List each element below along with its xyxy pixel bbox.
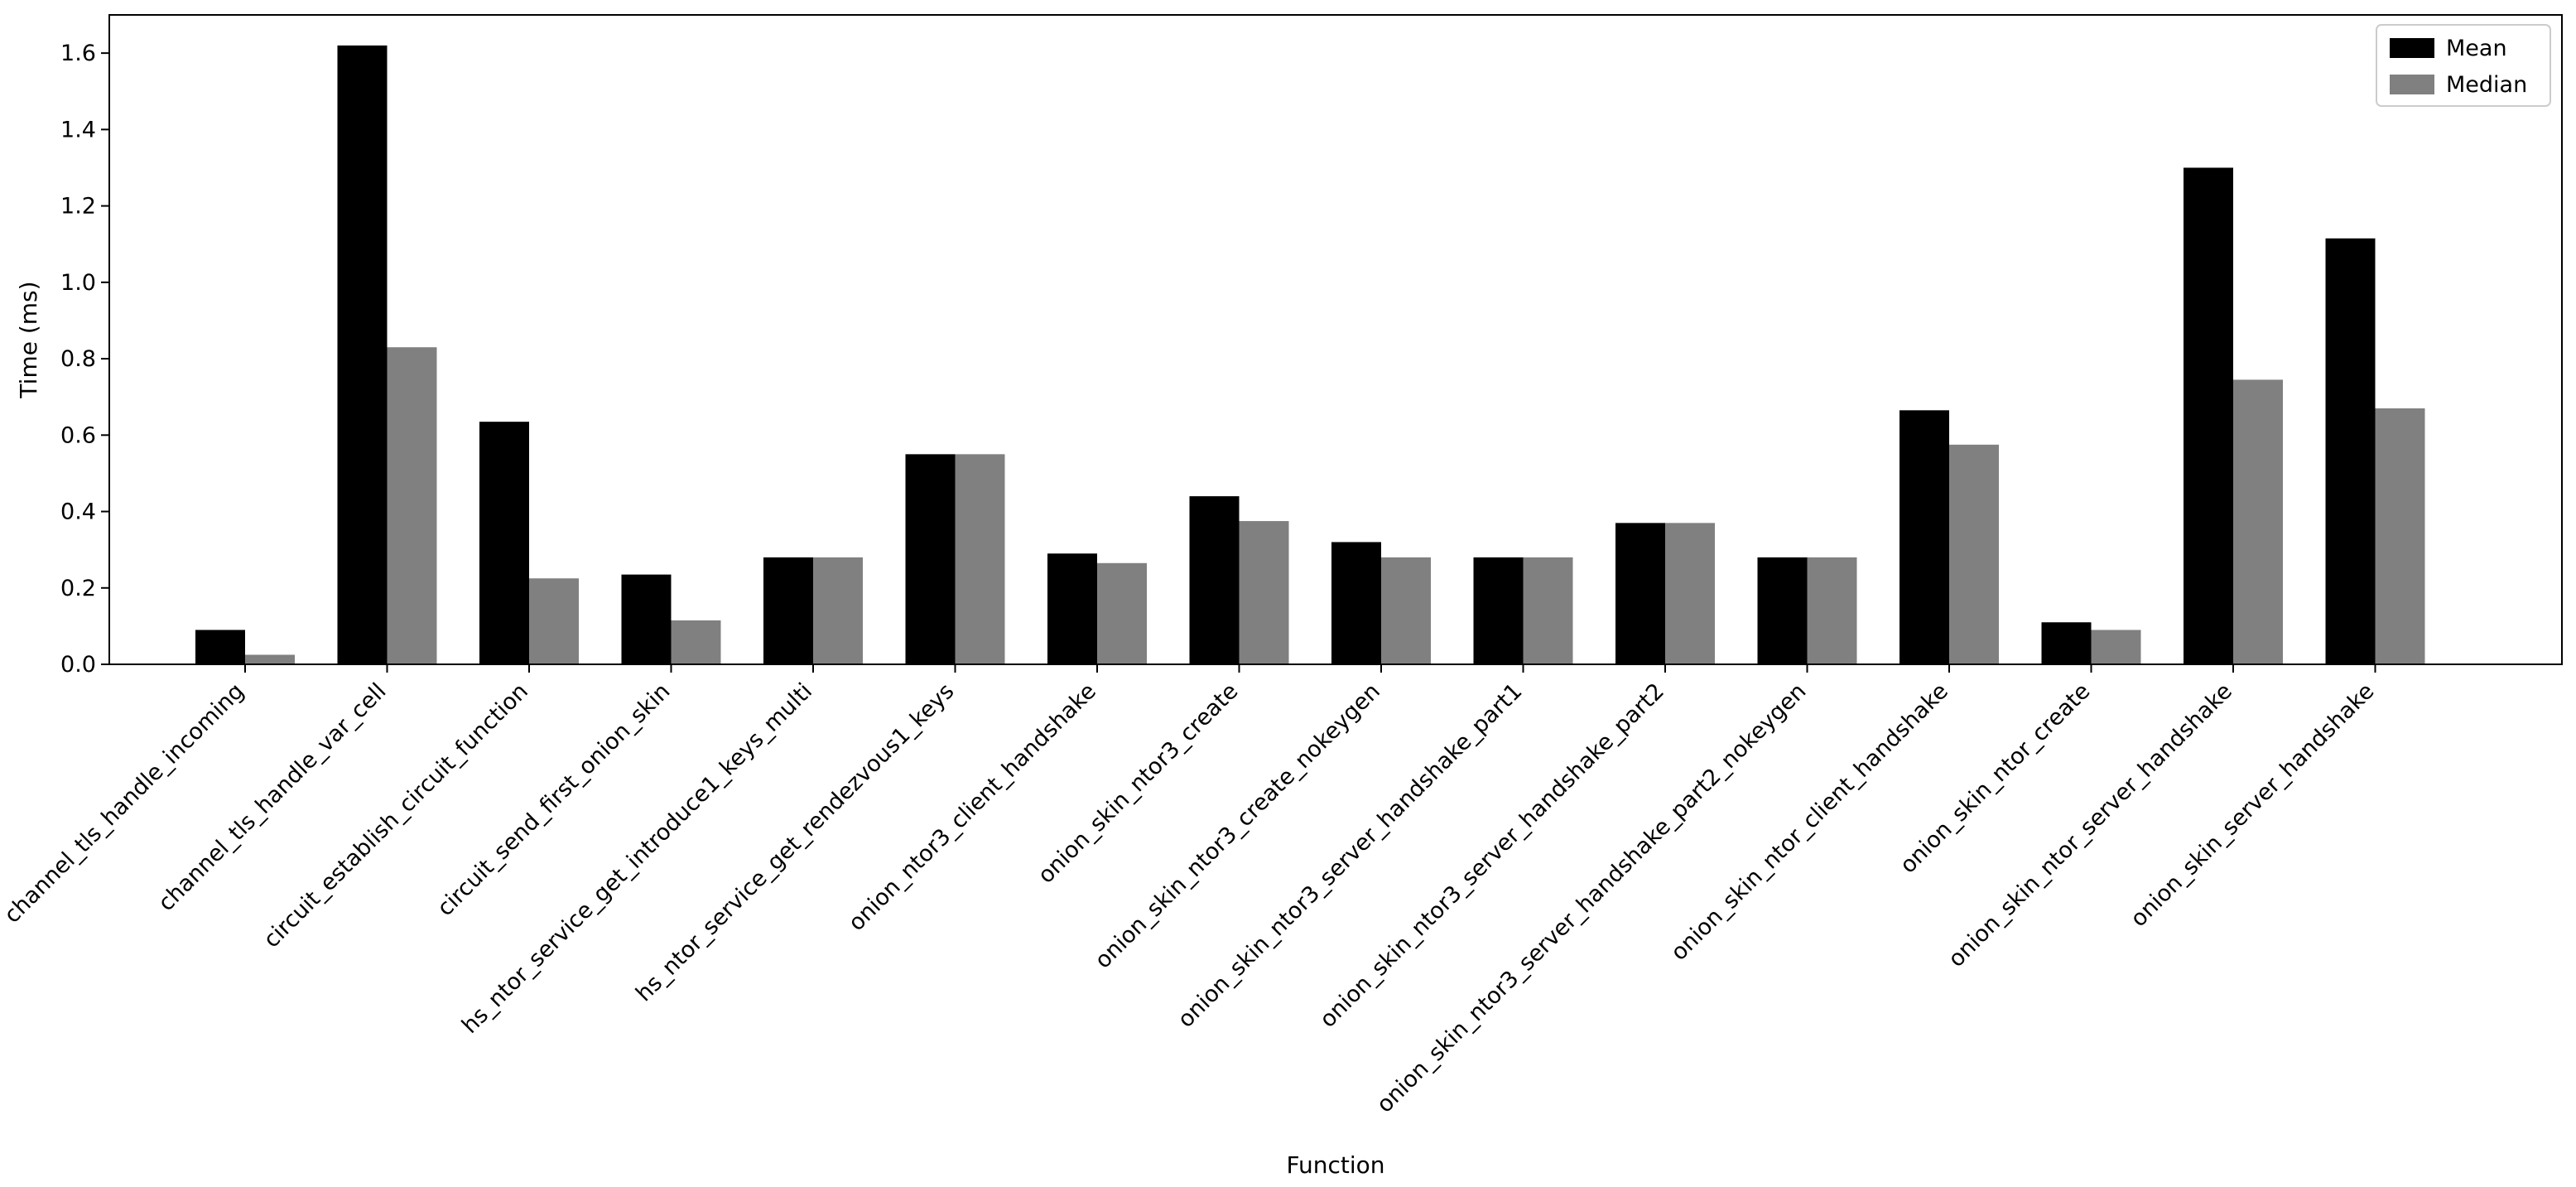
bar-mean-12	[1899, 410, 1949, 664]
bar-mean-7	[1189, 496, 1240, 664]
bar-mean-11	[1757, 557, 1808, 664]
y-axis-title: Time (ms)	[15, 281, 42, 398]
y-tick-label: 0.0	[60, 652, 96, 678]
bar-median-10	[1665, 523, 1715, 664]
bar-median-11	[1807, 557, 1857, 664]
bars-group	[195, 45, 2425, 665]
bar-mean-13	[2041, 622, 2092, 664]
bar-median-15	[2375, 408, 2425, 664]
bar-mean-8	[1331, 542, 1381, 664]
bar-mean-10	[1615, 523, 1665, 664]
y-tick-label: 0.8	[60, 346, 96, 372]
bar-mean-1	[337, 45, 388, 665]
bar-median-13	[2091, 630, 2141, 664]
legend: Mean Median	[2376, 24, 2551, 107]
y-tick-label: 1.6	[60, 41, 96, 66]
legend-label-mean: Mean	[2446, 36, 2507, 61]
bar-median-6	[1097, 562, 1147, 664]
y-axis: 0.0 0.2 0.4 0.6 0.8 1.0 1.2 1.4 1.6	[60, 41, 109, 678]
bar-median-7	[1239, 521, 1289, 664]
bar-median-5	[955, 454, 1005, 664]
bar-mean-4	[763, 557, 813, 664]
plot-frame	[108, 14, 2563, 665]
y-tick-label: 0.4	[60, 499, 96, 525]
y-tick-label: 1.2	[60, 194, 96, 220]
bar-mean-9	[1473, 557, 1524, 664]
legend-label-median: Median	[2446, 72, 2527, 98]
y-tick-label: 1.0	[60, 270, 96, 296]
bar-median-8	[1381, 557, 1431, 664]
legend-swatch-mean	[2390, 38, 2434, 58]
bar-mean-15	[2325, 238, 2376, 665]
y-tick-label: 0.6	[60, 422, 96, 448]
bar-mean-2	[479, 422, 529, 664]
bar-median-9	[1523, 557, 1573, 664]
bar-median-12	[1949, 444, 1999, 664]
bar-mean-5	[905, 454, 956, 664]
bar-mean-14	[2184, 167, 2233, 664]
bar-median-2	[529, 578, 579, 664]
bar-median-1	[387, 347, 437, 664]
x-axis-title: Function	[1286, 1151, 1384, 1179]
bar-mean-6	[1047, 553, 1097, 664]
legend-swatch-median	[2390, 75, 2434, 94]
y-tick-label: 1.4	[60, 117, 96, 142]
y-tick-label: 0.2	[60, 576, 96, 601]
bar-median-14	[2233, 379, 2283, 664]
bar-mean-3	[621, 574, 672, 664]
bar-median-0	[245, 654, 295, 664]
bar-mean-0	[195, 630, 245, 664]
bar-median-3	[671, 620, 721, 664]
bar-median-4	[813, 557, 863, 664]
